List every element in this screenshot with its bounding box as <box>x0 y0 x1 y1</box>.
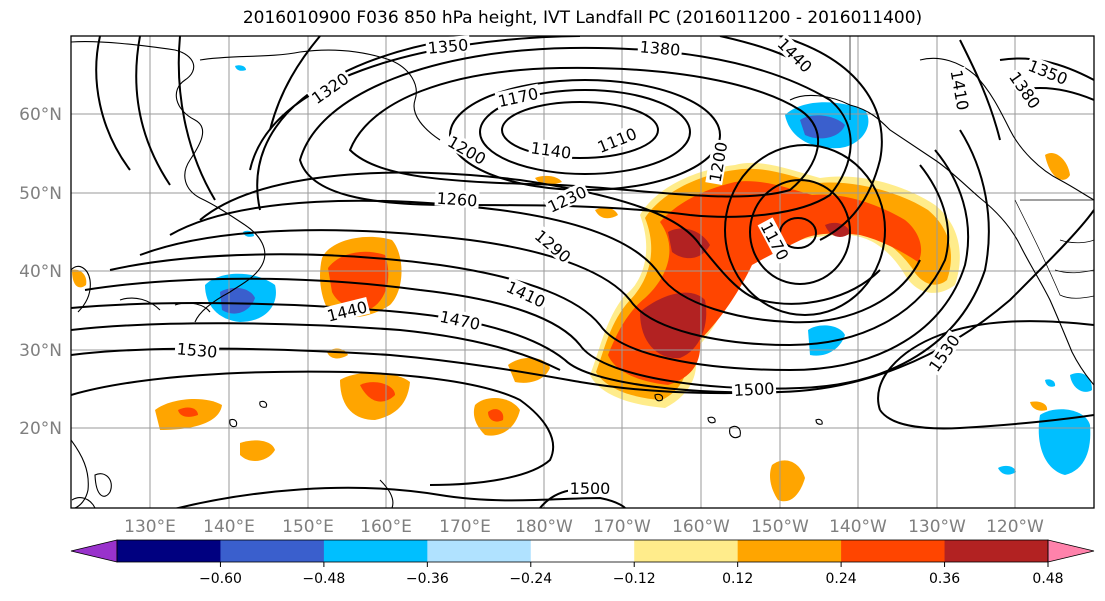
longitude-labels: 130°E 140°E 150°E 160°E 170°E 180°W 170°… <box>124 517 1044 537</box>
contour-label: 1350 <box>427 35 469 57</box>
contour-label: 1140 <box>529 138 572 162</box>
colorbar-segment <box>737 540 842 562</box>
lon-label: 130°E <box>124 517 176 537</box>
colorbar-tick-label: 0.36 <box>929 571 960 587</box>
colorbar-segment <box>117 540 221 562</box>
lon-label: 130°W <box>908 517 966 537</box>
lon-label: 120°W <box>986 517 1044 537</box>
colorbar-segment <box>841 540 946 562</box>
colorbar-tick-label: 0.24 <box>826 571 857 587</box>
colorbar-tick-label: 0.12 <box>722 571 753 587</box>
contour-label: 1530 <box>176 339 218 361</box>
lon-label: 160°E <box>360 517 412 537</box>
colorbar-tick-label: 0.48 <box>1032 571 1063 587</box>
lon-label: 150°W <box>751 517 809 537</box>
colorbar-extension-low <box>70 539 118 563</box>
colorbar-tick-label: −0.24 <box>509 571 552 587</box>
lat-label: 30°N <box>19 341 62 361</box>
lon-label: 140°W <box>829 517 887 537</box>
contour-label: 1380 <box>639 37 681 59</box>
lon-label: 160°W <box>672 517 730 537</box>
ivt-shading <box>72 65 1092 502</box>
colorbar: −0.60 −0.48 −0.36 −0.24 −0.12 0.12 0.24 0.36 0.4… <box>70 539 1095 587</box>
lon-label: 170°E <box>439 517 491 537</box>
contour-label: 1110 <box>595 124 640 157</box>
colorbar-tick-label: −0.36 <box>406 571 449 587</box>
map-frame <box>70 35 1095 509</box>
height-contours <box>71 36 1094 508</box>
colorbar-segment <box>634 540 739 562</box>
colorbar-tick-label: −0.48 <box>302 571 345 587</box>
lat-label: 60°N <box>19 105 62 125</box>
colorbar-segment <box>323 540 428 562</box>
latitude-labels: 60°N 50°N 40°N 30°N 20°N <box>19 105 62 439</box>
colorbar-segment <box>530 540 635 562</box>
colorbar-segment <box>220 540 325 562</box>
colorbar-segment <box>944 540 1049 562</box>
map-title: 2016010900 F036 850 hPa height, IVT Land… <box>242 8 923 28</box>
contour-label: 1200 <box>444 132 489 169</box>
contour-label: 1260 <box>436 189 478 211</box>
colorbar-tick-label: −0.60 <box>199 571 242 587</box>
colorbar-segment <box>427 540 532 562</box>
lat-label: 20°N <box>19 419 62 439</box>
colorbar-extension-high <box>1047 539 1095 563</box>
colorbar-tick-label: −0.12 <box>613 571 656 587</box>
coastlines <box>71 41 1094 508</box>
contour-label: 1500 <box>733 379 775 400</box>
contour-label: 1500 <box>570 479 611 498</box>
political-borders <box>849 36 1094 299</box>
lon-label: 140°E <box>203 517 255 537</box>
colorbar-frame <box>116 539 1049 563</box>
contour-label: 1470 <box>438 307 482 334</box>
lon-label: 180°W <box>515 517 573 537</box>
contour-label: 1410 <box>947 68 973 111</box>
lat-label: 50°N <box>19 184 62 204</box>
lon-label: 170°W <box>593 517 651 537</box>
lon-label: 150°E <box>282 517 334 537</box>
lat-label: 40°N <box>19 262 62 282</box>
